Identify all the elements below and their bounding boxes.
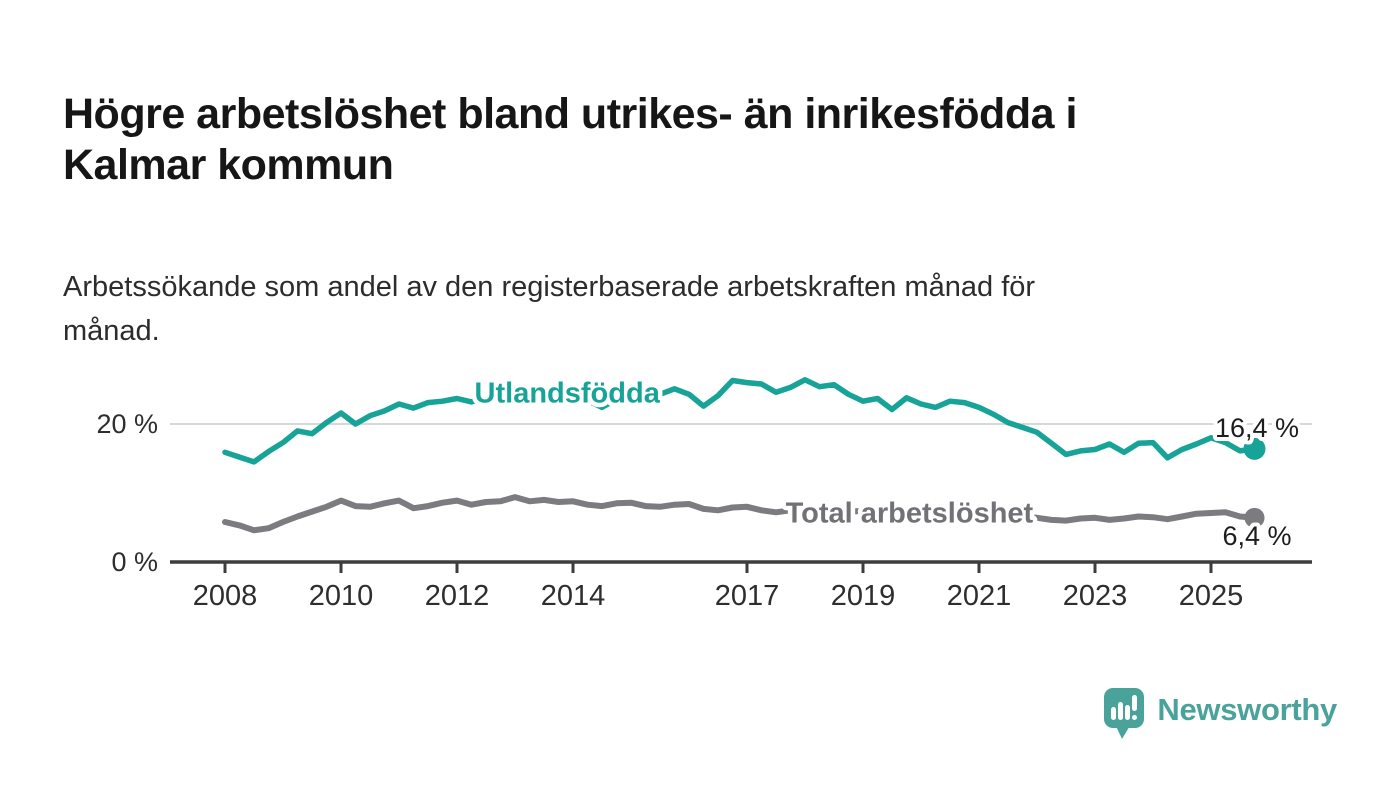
end-value-label-total-arbetsloshet: 6,4 % (1222, 521, 1291, 551)
x-tick-label-2012: 2012 (425, 580, 490, 612)
unemployment-trend-chart: 2008 2010 2012 2014 2017 2019 2021 2023 2025 20 %… (96, 373, 1312, 612)
newsworthy-speech-bubble-chart-icon (1104, 688, 1145, 739)
y-tick-label-0: 0 % (111, 547, 158, 577)
page-title: Högre arbetslöshet bland utrikes- än inr… (63, 89, 1077, 189)
end-value-label-utlandsfodda: 16,4 % (1215, 413, 1299, 443)
logo-bar-short (1111, 707, 1117, 720)
logo-bubble-tail (1115, 724, 1132, 739)
logo-exclamation-bar (1132, 695, 1138, 711)
x-tick-label-2025: 2025 (1179, 580, 1244, 612)
logo-bar-tall (1118, 702, 1124, 720)
x-tick-label-2021: 2021 (947, 580, 1012, 612)
logo-bubble-shape (1104, 688, 1145, 728)
line-total-arbetsloshet (222, 494, 1258, 534)
line-utlandsfodda (222, 377, 1258, 465)
brand-logo: Newsworthy (1104, 688, 1337, 740)
x-tick-label-2019: 2019 (831, 580, 896, 612)
end-dot-utlandsfodda (1243, 437, 1266, 460)
logo-exclamation-dot (1132, 715, 1138, 720)
x-tick-label-2023: 2023 (1063, 580, 1128, 612)
series-label-utlandsfodda: Utlandsfödda (475, 377, 661, 409)
x-tick-label-2010: 2010 (309, 580, 374, 612)
page-subtitle: Arbetssökande som andel av den registerb… (63, 271, 1036, 347)
logo-bar-medium (1125, 705, 1131, 720)
brand-logo-text: Newsworthy (1157, 692, 1337, 727)
x-tick-label-2008: 2008 (193, 580, 258, 612)
end-dot-total-arbetsloshet (1244, 507, 1265, 528)
series-label-total-arbetsloshet: Total arbetslöshet (786, 497, 1034, 529)
x-tick-label-2014: 2014 (541, 580, 606, 612)
x-tick-label-2017: 2017 (715, 580, 780, 612)
y-tick-label-20: 20 % (96, 409, 158, 439)
